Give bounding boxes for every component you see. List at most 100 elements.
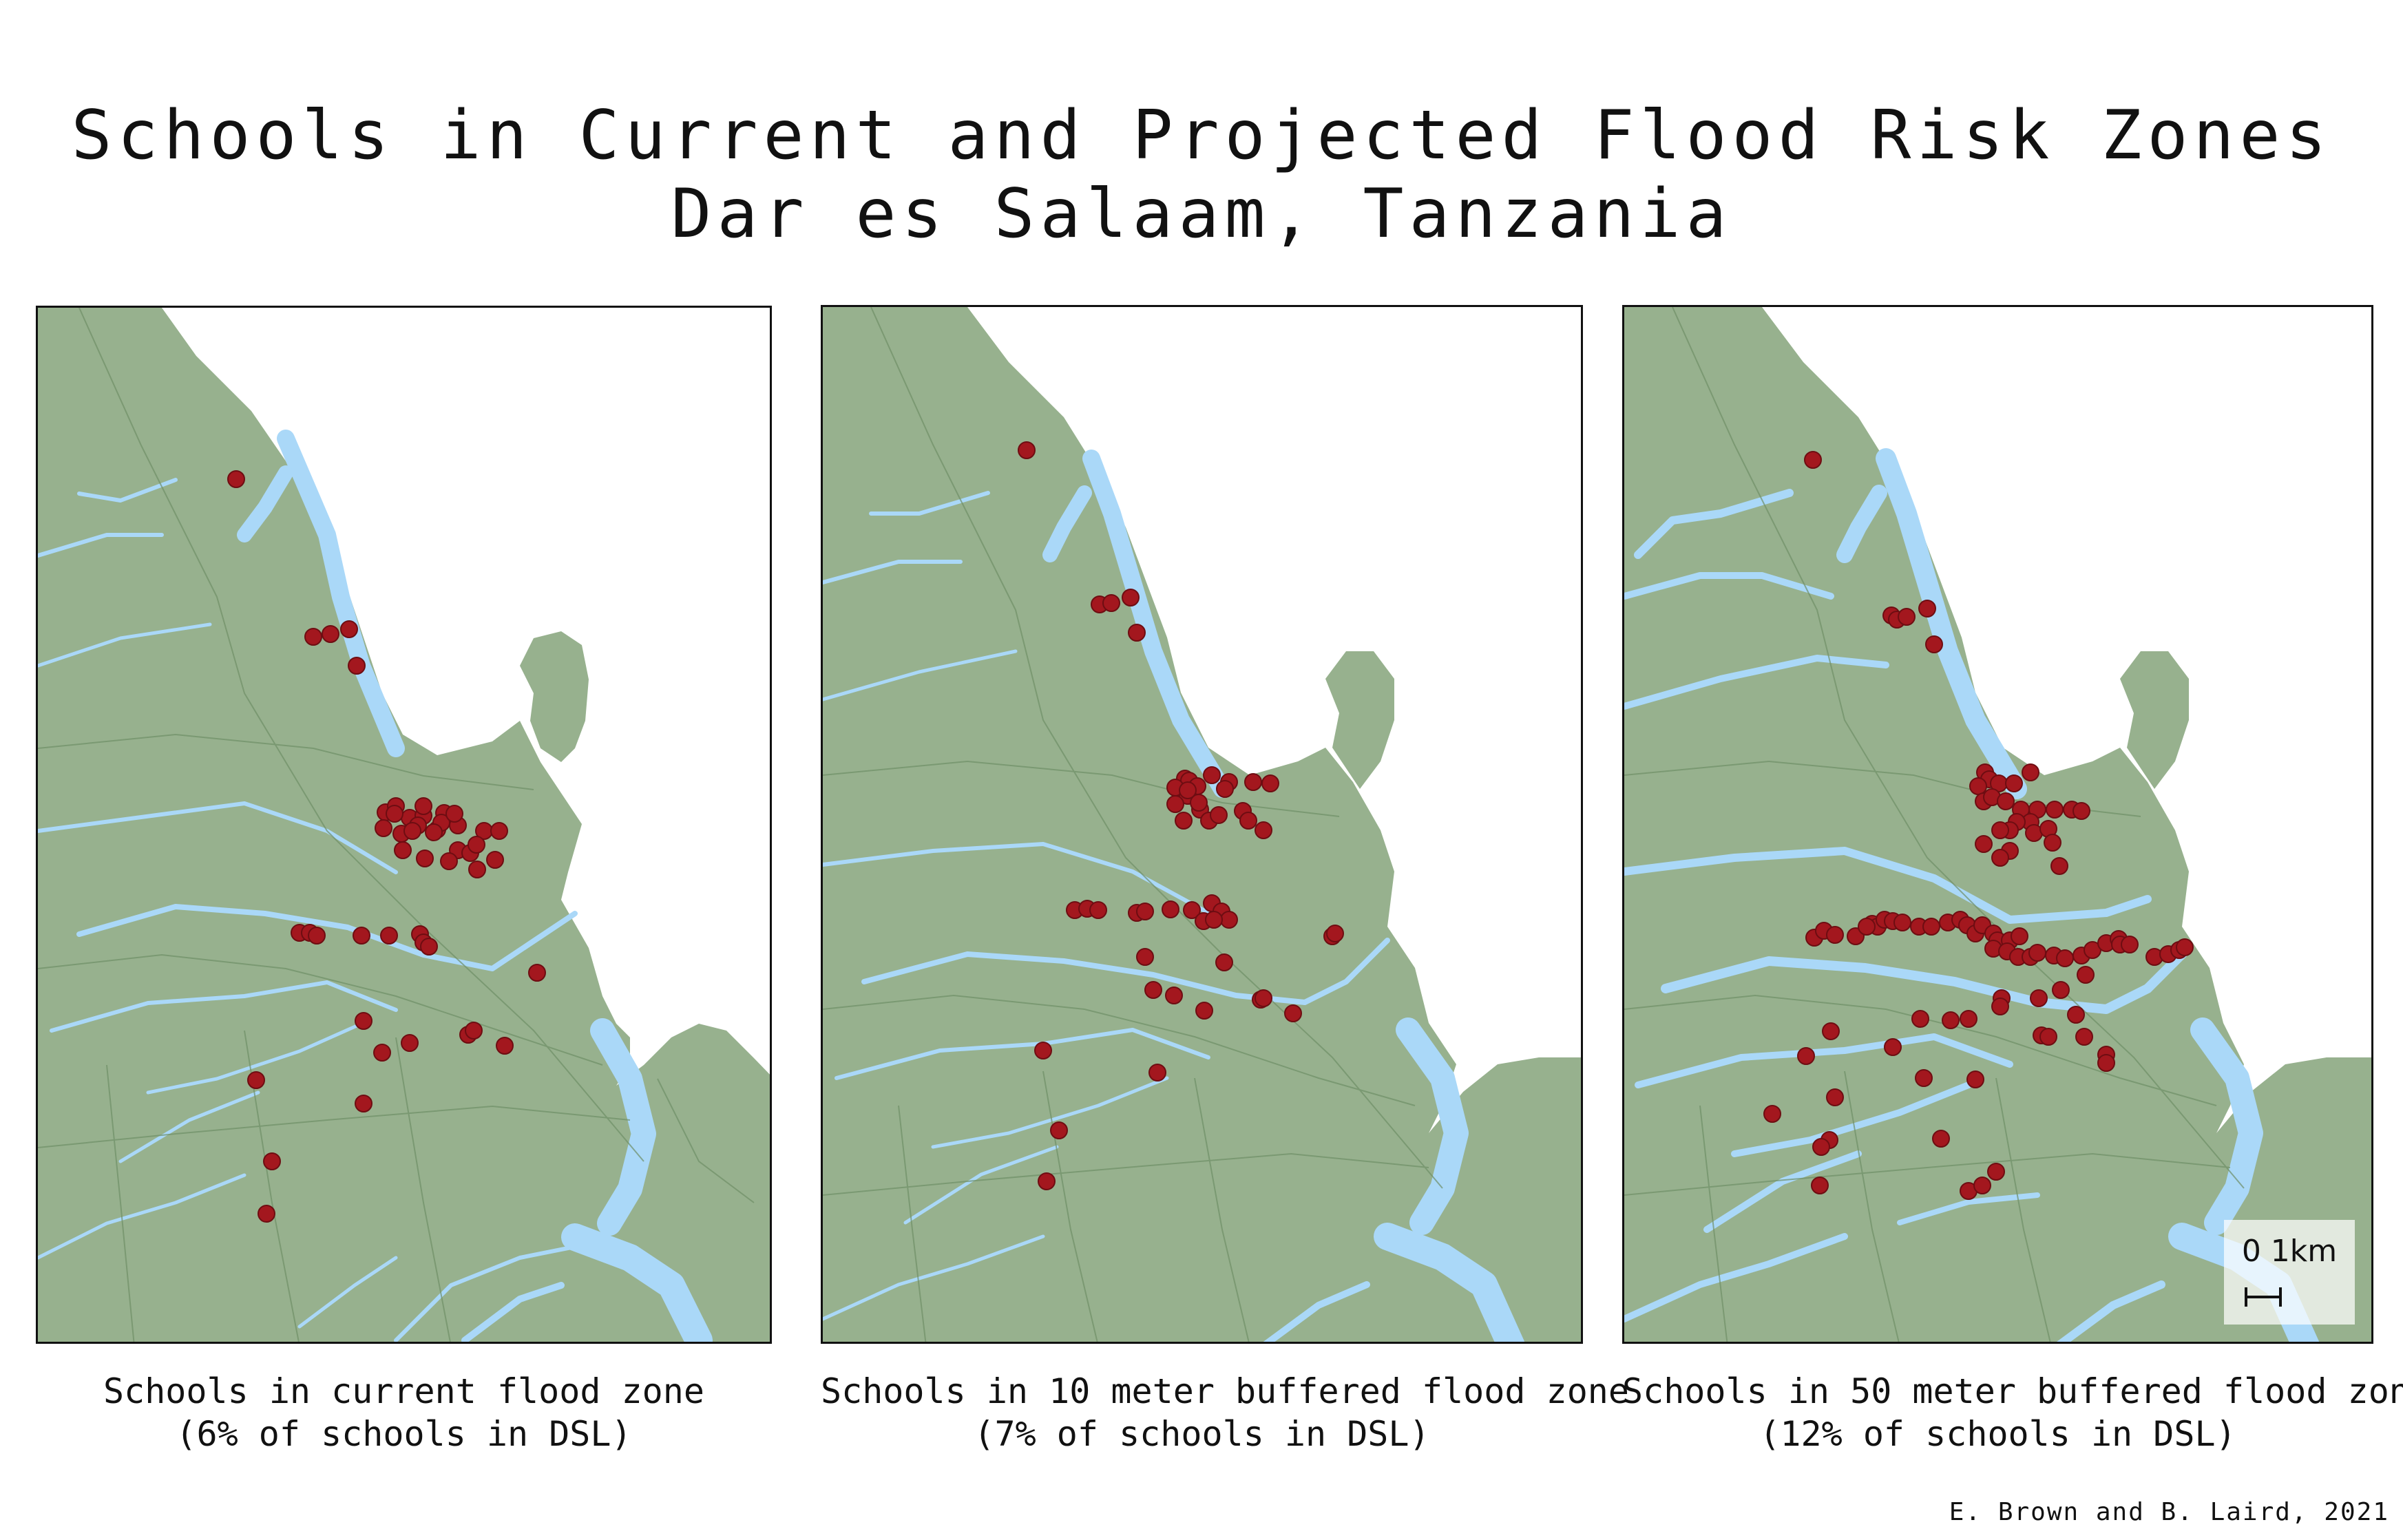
school-point	[2044, 834, 2061, 852]
school-point	[1175, 812, 1193, 830]
school-point	[401, 1034, 419, 1052]
school-point	[1915, 1069, 1933, 1087]
school-point	[1960, 1010, 1977, 1028]
caption-50m-line-2: (12% of schools in DSL)	[1759, 1414, 2236, 1454]
caption-50m-line-1: Schools in 50 meter buffered flood zone	[1622, 1371, 2403, 1411]
school-point	[403, 822, 421, 840]
school-point	[1987, 1163, 2005, 1181]
school-point	[445, 805, 463, 823]
school-point	[1034, 1042, 1052, 1059]
school-point	[322, 625, 339, 643]
school-point	[1991, 849, 2009, 867]
school-point	[1190, 794, 1208, 812]
school-point	[340, 620, 358, 638]
map-panel-10m	[821, 305, 1583, 1344]
school-point	[1261, 774, 1279, 792]
school-point	[2022, 763, 2039, 781]
school-point	[1898, 608, 1916, 626]
school-point	[415, 797, 432, 815]
map-panel-current	[36, 306, 772, 1344]
school-point	[1183, 901, 1201, 919]
school-point	[2005, 774, 2023, 792]
waterways	[1624, 448, 2319, 1342]
school-point	[1822, 1022, 1840, 1040]
school-point	[420, 938, 438, 956]
land-peninsula	[1325, 651, 1394, 789]
school-point	[1997, 792, 2015, 810]
school-point	[1195, 1002, 1213, 1020]
school-point	[355, 1095, 372, 1112]
school-point	[1284, 1004, 1302, 1022]
school-point	[1203, 766, 1221, 784]
school-point	[394, 841, 412, 859]
school-point	[486, 851, 504, 869]
school-point	[425, 823, 443, 841]
school-point	[1858, 918, 1876, 936]
school-point	[1136, 948, 1154, 966]
school-point	[1165, 987, 1183, 1004]
caption-10m: Schools in 10 meter buffered flood zone …	[821, 1370, 1629, 1455]
school-points-current	[227, 470, 546, 1223]
school-point	[2050, 857, 2068, 875]
map-title-line-2: Dar es Salaam, Tanzania	[671, 175, 1732, 253]
school-point	[1826, 1088, 1844, 1106]
school-point	[2028, 944, 2046, 962]
school-point	[2075, 1028, 2093, 1046]
map-panel-50m	[1622, 305, 2373, 1344]
school-point	[1326, 925, 1344, 942]
school-point	[308, 927, 326, 945]
school-point	[1942, 1011, 1960, 1029]
district-boundaries	[823, 307, 1443, 1342]
scale-bar-line	[2245, 1287, 2282, 1307]
school-point	[2030, 989, 2048, 1007]
school-point	[496, 1037, 514, 1055]
school-point	[1763, 1105, 1781, 1123]
waterways	[38, 430, 713, 1342]
caption-50m: Schools in 50 meter buffered flood zone …	[1622, 1370, 2403, 1455]
school-point	[2052, 981, 2070, 999]
map-10m	[823, 307, 1581, 1342]
school-point	[1050, 1121, 1068, 1139]
school-point	[1991, 821, 2009, 839]
school-point	[1975, 835, 1993, 853]
map-credit: E. Brown and B. Laird, 2021	[1949, 1498, 2389, 1526]
land-peninsula	[2120, 651, 2189, 789]
school-point	[465, 1022, 483, 1040]
school-point	[1991, 998, 2009, 1015]
school-point	[2176, 938, 2194, 956]
school-point	[355, 1012, 372, 1030]
school-point	[2077, 966, 2095, 984]
caption-current-line-2: (6% of schools in DSL)	[176, 1414, 632, 1454]
land-peninsula	[520, 631, 589, 762]
school-point	[1804, 451, 1822, 469]
school-point	[2073, 802, 2090, 820]
school-point	[1102, 594, 1120, 612]
school-point	[1255, 989, 1272, 1007]
school-point	[2046, 801, 2064, 819]
school-point	[1969, 777, 1987, 795]
map-current	[38, 308, 770, 1342]
school-point	[1162, 900, 1179, 918]
school-point	[416, 850, 434, 867]
school-point	[1215, 953, 1233, 971]
caption-10m-line-1: Schools in 10 meter buffered flood zone	[821, 1371, 1629, 1411]
school-point	[468, 861, 486, 878]
school-point	[1166, 795, 1184, 813]
school-point	[1128, 624, 1146, 642]
school-point	[2097, 1054, 2115, 1072]
school-point	[1973, 1177, 1991, 1194]
school-point	[1244, 773, 1262, 791]
school-point	[2121, 936, 2139, 953]
school-point	[468, 836, 485, 854]
school-point	[1918, 600, 1936, 618]
school-point	[263, 1152, 281, 1170]
school-point	[1812, 1138, 1830, 1156]
land-mainland	[38, 308, 770, 1342]
school-point	[1038, 1172, 1056, 1190]
map-title-line-1: Schools in Current and Projected Flood R…	[71, 96, 2332, 175]
school-point	[1255, 821, 1272, 839]
school-point	[1179, 781, 1197, 799]
school-point	[380, 927, 398, 945]
school-point	[1826, 926, 1844, 944]
school-point	[386, 805, 403, 823]
